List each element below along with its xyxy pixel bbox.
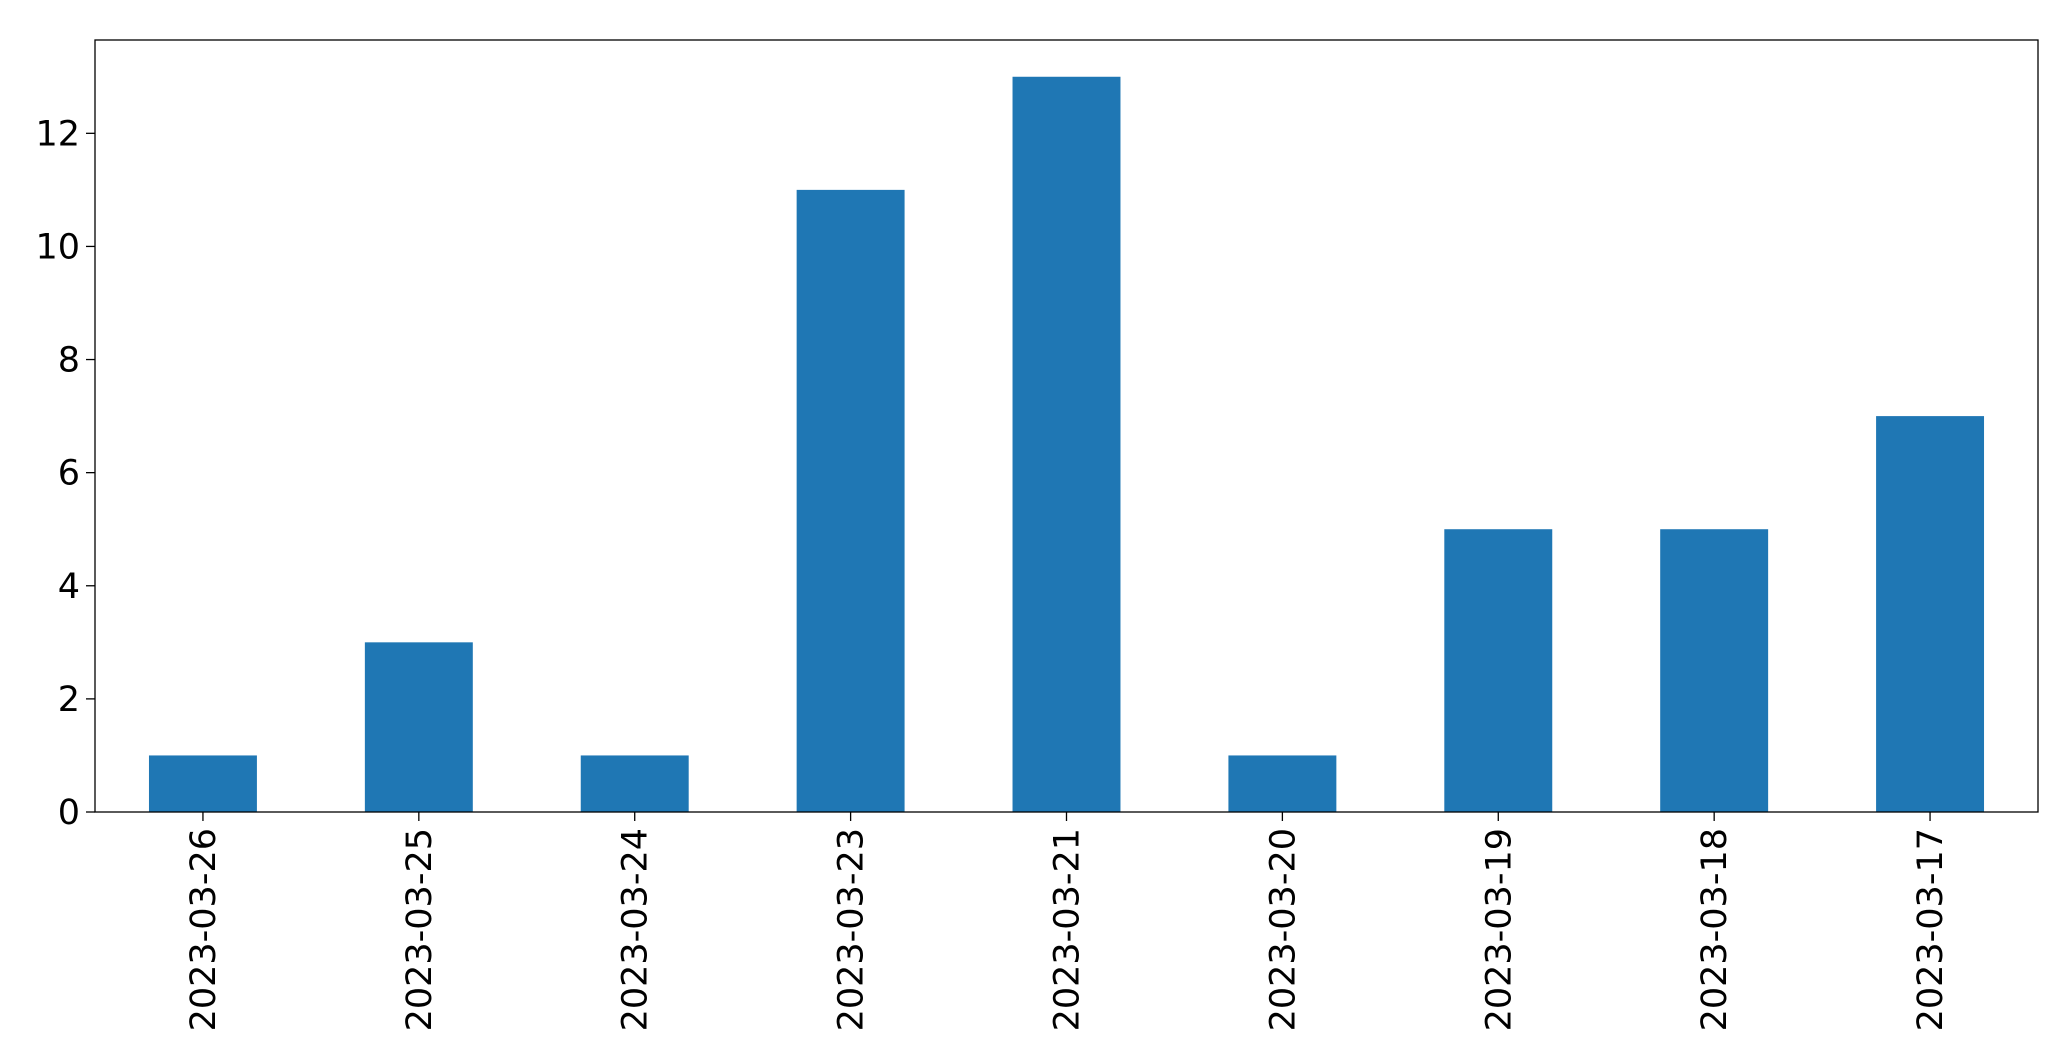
x-tick-label: 2023-03-20 xyxy=(1263,828,1303,1031)
x-tick-label: 2023-03-25 xyxy=(400,828,440,1031)
x-tick-label: 2023-03-24 xyxy=(616,828,656,1031)
x-tick-label: 2023-03-26 xyxy=(184,828,224,1031)
bar-2023-03-24 xyxy=(580,755,689,812)
bar-2023-03-20 xyxy=(1228,755,1337,812)
bar-2023-03-23 xyxy=(796,189,905,812)
x-tick-label: 2023-03-17 xyxy=(1911,828,1951,1031)
y-tick-label: 4 xyxy=(58,567,80,607)
y-tick-label: 12 xyxy=(35,114,80,154)
bar-2023-03-19 xyxy=(1444,529,1553,812)
y-tick-label: 0 xyxy=(58,793,80,833)
bar-2023-03-21 xyxy=(1012,76,1121,812)
bar-2023-03-18 xyxy=(1660,529,1769,812)
x-tick-label: 2023-03-21 xyxy=(1048,828,1088,1031)
y-tick-label: 8 xyxy=(58,341,80,381)
bar-2023-03-26 xyxy=(148,755,257,812)
y-tick-label: 10 xyxy=(35,227,80,267)
y-axis: 0 2 4 6 8 10 12 xyxy=(35,114,95,833)
bar-2023-03-17 xyxy=(1876,416,1985,812)
plot-frame xyxy=(94,39,2039,813)
y-tick-label: 6 xyxy=(58,454,80,494)
x-tick-label: 2023-03-19 xyxy=(1479,828,1519,1031)
bar-2023-03-25 xyxy=(364,642,473,812)
x-tick-label: 2023-03-23 xyxy=(832,828,872,1031)
bars-group xyxy=(148,76,1985,812)
x-tick-label: 2023-03-18 xyxy=(1695,828,1735,1031)
y-tick-label: 2 xyxy=(58,680,80,720)
x-axis: 2023-03-26 2023-03-25 2023-03-24 2023-03-23… xyxy=(184,812,1951,1031)
